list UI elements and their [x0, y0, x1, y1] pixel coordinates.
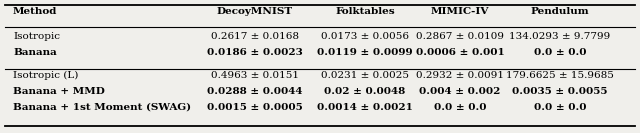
- Text: 0.0 ± 0.0: 0.0 ± 0.0: [534, 103, 586, 111]
- Text: 0.2617 ± 0.0168: 0.2617 ± 0.0168: [211, 32, 299, 41]
- Text: Pendulum: Pendulum: [531, 7, 589, 16]
- Text: 0.0173 ± 0.0056: 0.0173 ± 0.0056: [321, 32, 409, 41]
- Text: 0.4963 ± 0.0151: 0.4963 ± 0.0151: [211, 72, 299, 80]
- Text: Banana + MMD: Banana + MMD: [13, 87, 105, 96]
- Text: Folktables: Folktables: [335, 7, 395, 16]
- Text: MIMIC-IV: MIMIC-IV: [431, 7, 489, 16]
- Text: Banana: Banana: [13, 48, 57, 57]
- Text: 0.0288 ± 0.0044: 0.0288 ± 0.0044: [207, 87, 303, 96]
- Text: 0.004 ± 0.002: 0.004 ± 0.002: [419, 87, 500, 96]
- Text: 0.0006 ± 0.001: 0.0006 ± 0.001: [415, 48, 504, 57]
- Text: DecoyMNIST: DecoyMNIST: [217, 7, 293, 16]
- Text: 0.0015 ± 0.0005: 0.0015 ± 0.0005: [207, 103, 303, 111]
- Text: 134.0293 ± 9.7799: 134.0293 ± 9.7799: [509, 32, 611, 41]
- Text: Banana + 1st Moment (SWAG): Banana + 1st Moment (SWAG): [13, 103, 191, 111]
- Text: 0.0 ± 0.0: 0.0 ± 0.0: [434, 103, 486, 111]
- Text: Method: Method: [13, 7, 58, 16]
- Text: 0.2932 ± 0.0091: 0.2932 ± 0.0091: [416, 72, 504, 80]
- Text: 0.0231 ± 0.0025: 0.0231 ± 0.0025: [321, 72, 409, 80]
- Text: Isotropic: Isotropic: [13, 32, 60, 41]
- Text: 0.2867 ± 0.0109: 0.2867 ± 0.0109: [416, 32, 504, 41]
- Text: Isotropic (L): Isotropic (L): [13, 71, 78, 80]
- Text: 0.0014 ± 0.0021: 0.0014 ± 0.0021: [317, 103, 413, 111]
- Text: 0.0 ± 0.0: 0.0 ± 0.0: [534, 48, 586, 57]
- Text: 179.6625 ± 15.9685: 179.6625 ± 15.9685: [506, 72, 614, 80]
- Text: 0.02 ± 0.0048: 0.02 ± 0.0048: [324, 87, 406, 96]
- Text: 0.0119 ± 0.0099: 0.0119 ± 0.0099: [317, 48, 413, 57]
- Text: 0.0186 ± 0.0023: 0.0186 ± 0.0023: [207, 48, 303, 57]
- Text: 0.0035 ± 0.0055: 0.0035 ± 0.0055: [512, 87, 608, 96]
